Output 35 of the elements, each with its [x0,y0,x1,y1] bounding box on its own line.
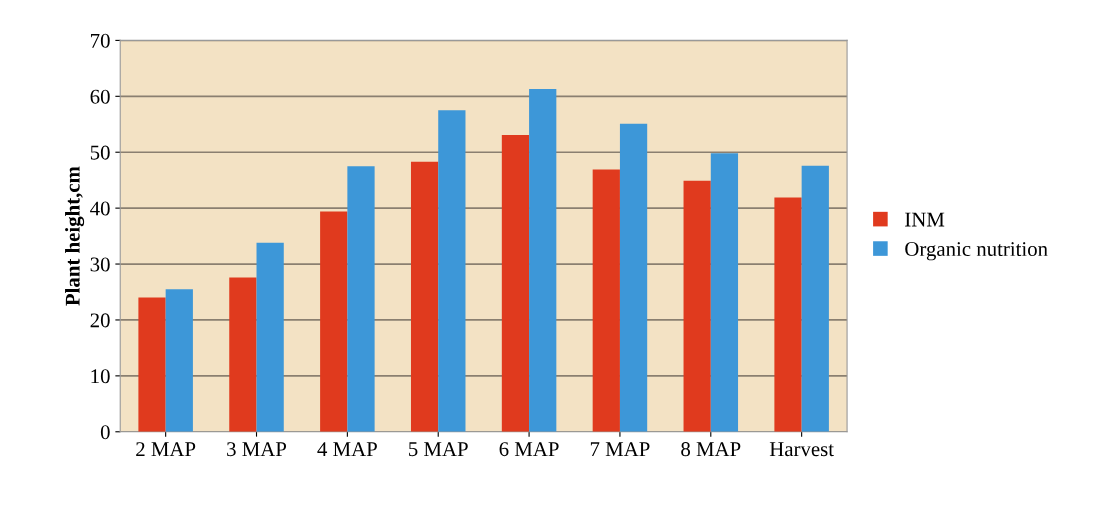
bar [710,153,739,432]
x-tick-label: 8 MAP [681,442,741,457]
x-tick-label: Harvest [769,442,834,457]
bar [229,277,257,432]
bar [619,123,648,432]
bar [256,242,284,432]
bar [592,169,620,432]
y-tick-label: 30 [90,257,110,272]
bar [347,166,375,432]
y-tick-label: 0 [100,425,110,440]
y-tick-label: 10 [91,369,110,384]
x-tick-label: 7 MAP [590,442,650,456]
x-tick-label: 3 MAP [227,442,287,457]
legend-label: INM [905,212,945,227]
bar [438,110,466,432]
x-tick-label: 4 MAP [317,442,377,456]
x-tick-label: 2 MAP [136,442,196,456]
y-tick-label: 50 [90,145,110,160]
bar [774,197,802,432]
bar [320,211,348,432]
bar [138,297,166,432]
y-tick-label: 60 [90,89,110,104]
bar [683,180,711,432]
x-tick-label: 6 MAP [499,442,559,457]
y-tick-label: 40 [90,201,110,216]
bar [501,134,530,432]
bar [529,89,557,432]
bar [165,289,193,432]
x-tick-label: 5 MAP [409,442,468,457]
y-tick-label: 20 [90,313,110,328]
bar [801,165,829,432]
y-axis-title: Plant height,cm [65,166,85,306]
y-tick-label: 70 [91,33,110,48]
bar [410,161,439,432]
legend-label: Organic nutrition [905,242,1048,261]
